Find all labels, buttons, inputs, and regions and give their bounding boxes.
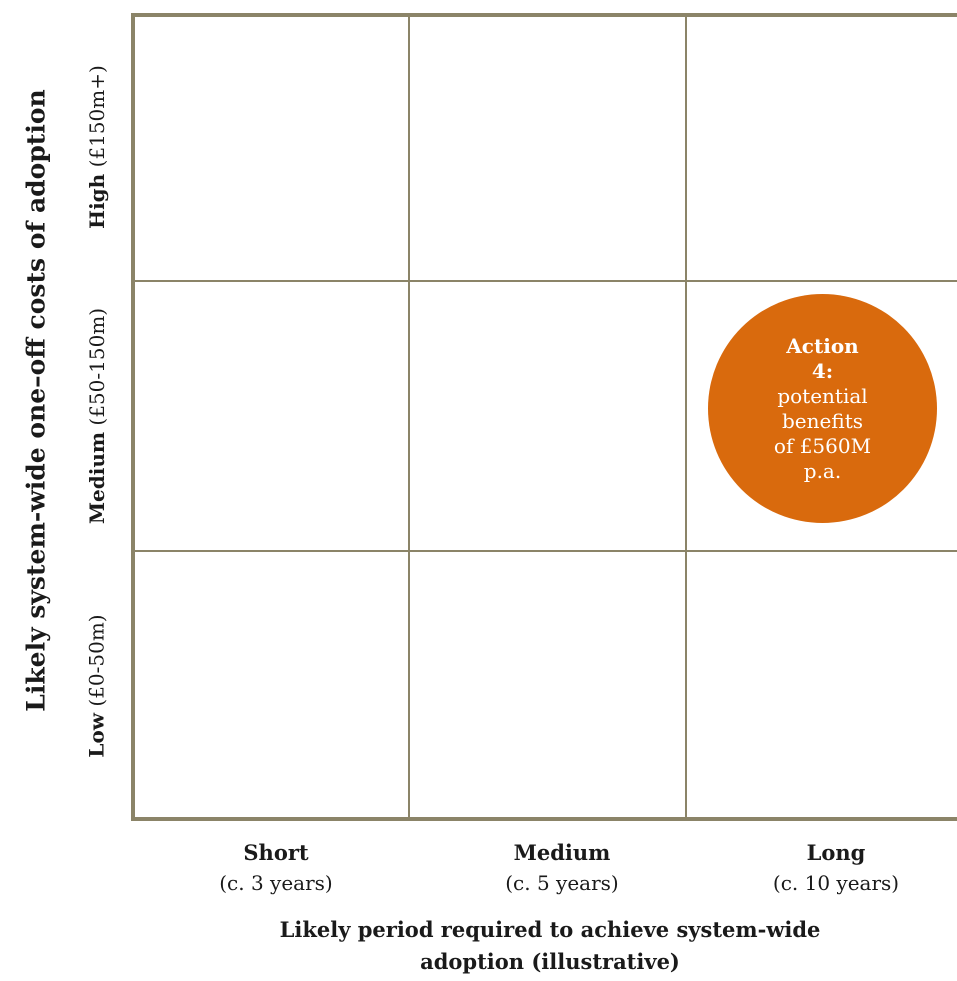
action-4-description: potential benefits of £560M p.a. [768,384,878,484]
action-4-title-line1: Action [778,334,868,359]
grid-frame-top [131,13,957,17]
grid-divider-vertical-1 [408,13,410,821]
row-label-medium-name: Medium [85,432,109,524]
row-label-high: High (£150m+) [72,13,122,281]
action-4-title-line2: 4: [778,359,868,384]
x-axis-title-line2: adoption (illustrative) [170,946,930,978]
grid-divider-vertical-2 [685,13,687,821]
action-4-bubble: Action 4: potential benefits of £560M p.… [708,294,937,523]
column-label-long: Long (c. 10 years) [716,838,956,898]
grid-divider-horizontal-2 [131,550,957,552]
action-4-title: Action 4: [778,334,868,384]
row-label-low-name: Low [85,713,109,758]
action-4-body-line1: potential [768,384,878,409]
row-label-high-range: (£150m+) [85,65,109,167]
row-label-medium-range: (£50-150m) [85,308,109,426]
column-label-medium: Medium (c. 5 years) [442,838,682,898]
x-axis-title: Likely period required to achieve system… [170,914,930,978]
row-label-low-range: (£0-50m) [85,614,109,706]
action-4-body-line2: benefits [768,409,878,434]
action-4-body-line3: of £560M [768,434,878,459]
grid-divider-horizontal-1 [131,280,957,282]
column-label-short-range: (c. 3 years) [156,868,396,898]
action-4-body-line4: p.a. [768,459,878,484]
column-label-long-name: Long [716,838,956,868]
grid-frame-bottom [131,817,957,821]
column-label-long-range: (c. 10 years) [716,868,956,898]
row-label-medium: Medium (£50-150m) [72,281,122,551]
row-label-high-name: High [85,174,109,229]
column-label-medium-range: (c. 5 years) [442,868,682,898]
grid-frame-left [131,13,135,821]
y-axis-title: Likely system-wide one–off costs of adop… [8,20,64,780]
row-label-low: Low (£0-50m) [72,551,122,821]
y-axis-title-text: Likely system-wide one–off costs of adop… [22,89,51,711]
column-label-short: Short (c. 3 years) [156,838,396,898]
column-label-short-name: Short [156,838,396,868]
x-axis-title-line1: Likely period required to achieve system… [170,914,930,946]
column-label-medium-name: Medium [442,838,682,868]
